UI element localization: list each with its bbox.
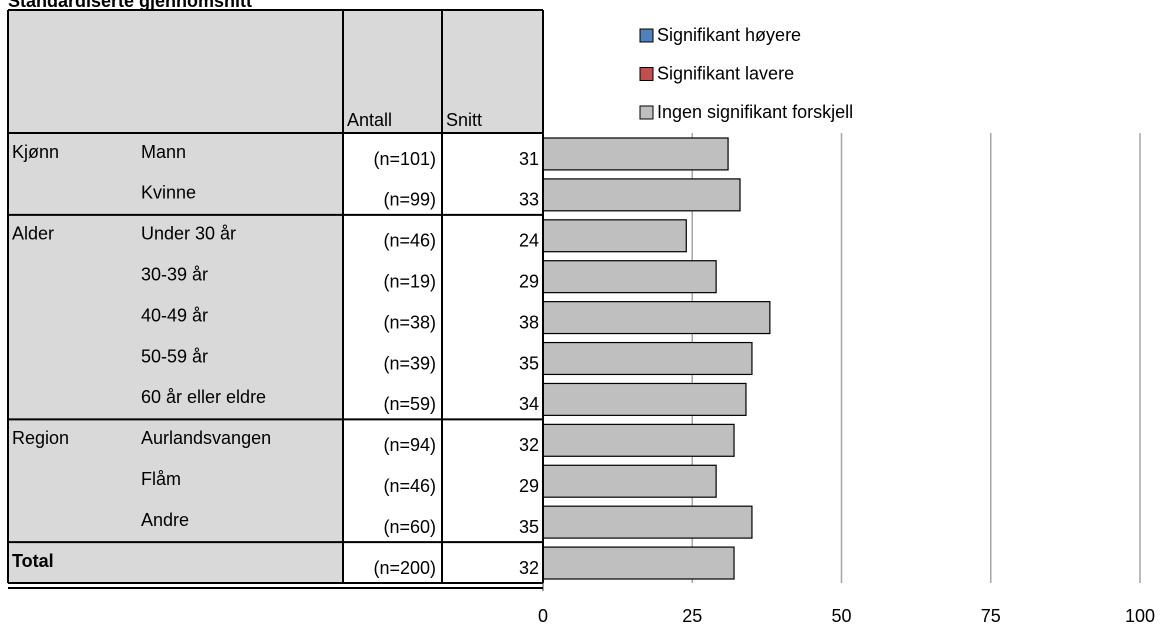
count-label: (n=38) (383, 312, 436, 332)
bar (542, 178, 741, 212)
value-label: 35 (519, 517, 539, 537)
value-label: 38 (519, 312, 539, 332)
bar (542, 137, 729, 171)
bar (542, 341, 753, 376)
value-label: 29 (519, 476, 539, 496)
x-tick-label: 75 (981, 606, 1001, 626)
value-label: 24 (519, 231, 539, 251)
group-label: Region (12, 428, 69, 448)
column-header: Snitt (446, 110, 482, 130)
group-label: Total (12, 551, 54, 571)
count-label: (n=59) (383, 394, 436, 414)
legend-label: Signifikant lavere (657, 63, 794, 83)
value-label: 33 (519, 190, 539, 210)
legend-swatch (639, 28, 654, 43)
bar (542, 546, 735, 580)
value-label: 29 (519, 271, 539, 291)
count-label: (n=39) (383, 353, 436, 373)
row-label: 40-49 år (141, 305, 208, 325)
count-label: (n=60) (383, 517, 436, 537)
row-label: 30-39 år (141, 264, 208, 284)
count-label: (n=46) (383, 231, 436, 251)
value-label: 32 (519, 435, 539, 455)
count-label: (n=101) (373, 149, 436, 169)
count-label: (n=94) (383, 435, 436, 455)
value-label: 34 (519, 394, 539, 414)
row-label: Under 30 år (141, 224, 236, 244)
bar (542, 505, 753, 539)
bar (542, 219, 687, 253)
legend-swatch (639, 67, 654, 81)
bar (542, 301, 771, 335)
x-tick-label: 100 (1125, 606, 1155, 626)
row-label: 60 år eller eldre (141, 387, 266, 407)
legend-swatch (639, 105, 654, 120)
value-label: 32 (519, 558, 539, 578)
legend-label: Ingen signifikant forskjell (657, 102, 853, 122)
group-label: Alder (12, 224, 54, 244)
x-tick-label: 25 (682, 606, 702, 626)
count-label: (n=200) (373, 558, 436, 578)
group-label: Kjønn (12, 142, 59, 162)
chart-title: Standardiserte gjennomsnitt (8, 0, 252, 11)
bar (542, 423, 735, 457)
bar (542, 464, 717, 498)
x-tick-label: 0 (538, 606, 548, 626)
row-label: 50-59 år (141, 346, 208, 366)
legend-label: Signifikant høyere (657, 25, 801, 45)
value-label: 31 (519, 149, 539, 169)
x-tick-label: 50 (831, 606, 851, 626)
row-label: Flåm (141, 469, 181, 489)
value-label: 35 (519, 353, 539, 373)
row-label: Aurlandsvangen (141, 428, 271, 448)
header-bg (8, 10, 543, 133)
row-label: Kvinne (141, 183, 196, 203)
column-header: Antall (347, 110, 392, 130)
count-label: (n=46) (383, 476, 436, 496)
row-label: Andre (141, 510, 189, 530)
count-label: (n=99) (383, 190, 436, 210)
bar (542, 382, 747, 416)
row-label: Mann (141, 142, 186, 162)
bar (542, 260, 717, 294)
count-label: (n=19) (383, 271, 436, 291)
label-bg (8, 133, 343, 583)
